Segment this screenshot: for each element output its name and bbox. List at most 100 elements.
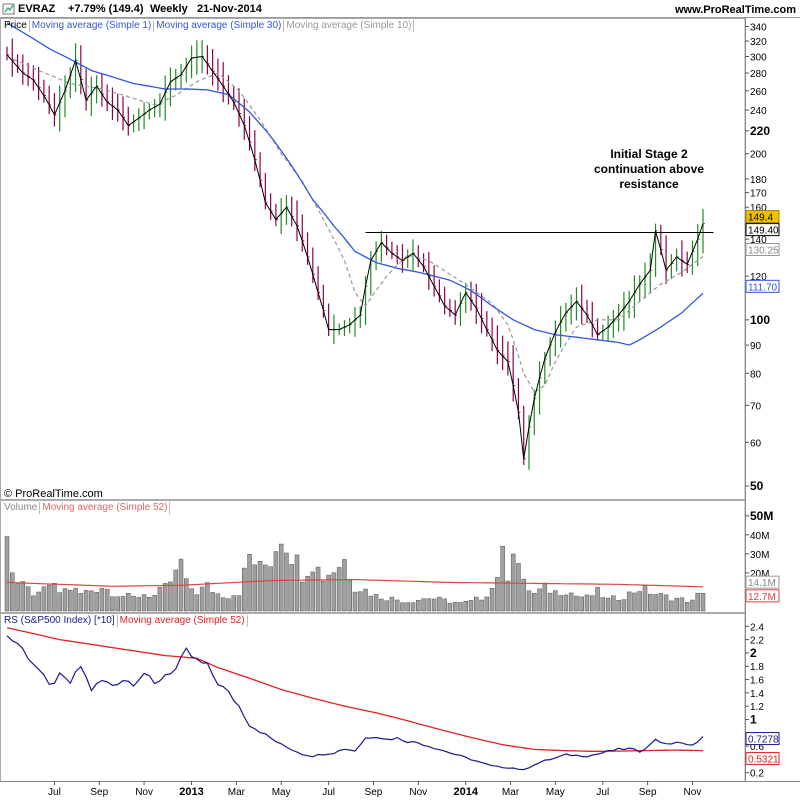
x-tick-label: 2014 [453,786,478,798]
chart-change: +7.79% (149.4) [68,3,144,15]
price-tick-label: 170 [750,189,767,200]
volume-bar [184,578,189,612]
copyright: © ProRealTime.com [4,488,103,500]
volume-bar [584,594,590,612]
rs-badge: 0.7278 [748,735,779,746]
volume-tick-label: 40M [750,531,769,542]
volume-bar [247,554,252,612]
volume-bar [326,574,331,612]
volume-bar [463,600,468,612]
volume-bar [194,594,200,612]
x-tick-label: 2013 [179,786,203,798]
price-badge-box [745,279,780,293]
rs-tick-label: 1.2 [750,702,764,713]
volume-bar [547,592,553,612]
sma30-line [6,22,704,346]
x-tick-label: Mar [502,787,520,798]
volume-badge-box [745,575,780,589]
volume-bar [347,578,352,612]
rs-tick-label: 1.8 [750,662,764,673]
volume-bar [669,600,674,612]
volume-bar [110,596,115,612]
price-badge: 149.40 [748,226,779,237]
price-legend: Price Moving average (Simple 1) Moving ave… [2,20,415,32]
volume-bar [458,602,463,612]
volume-bar [421,598,426,612]
stage2-annotation: Initial Stage 2 continuation above resis… [580,147,718,192]
volume-bar [168,581,173,612]
volume-bar [147,596,152,612]
volume-bar [242,567,247,612]
volume-bar [368,595,374,612]
volume-bar [136,597,142,612]
x-tick-label: May [546,787,565,798]
volume-bar [679,597,685,612]
rs-tick-label: 0.2 [750,769,764,780]
price-tick-label: 120 [750,272,767,283]
rs-line [6,635,704,771]
price-tick-label: 180 [750,175,767,186]
legend-rs: RS (S&P500 Index) [*10] [2,615,118,627]
annotation-line-3: resistance [619,177,679,191]
volume-bar [363,588,368,612]
x-tick-label: Nov [409,787,427,798]
rs-badge-box [745,752,780,766]
volume-bar [479,599,484,612]
annotation-line-2: continuation above [593,162,704,176]
price-badge: 130.25 [748,245,779,256]
volume-bar [321,580,326,612]
chart-symbol: EVRAZ [18,3,56,15]
volume-bar [15,583,20,612]
legend-vol-ma: Moving average (Simple 52) [40,502,171,514]
x-tick-label: Sep [90,787,108,798]
volume-legend: Volume Moving average (Simple 52) [2,502,171,514]
volume-ma-line [6,579,704,588]
volume-bar [284,552,289,612]
volume-bar [99,588,105,612]
price-tick-label: 340 [750,22,767,33]
x-tick-label: Jul [48,787,61,798]
volume-bar [605,597,611,612]
price-close-line [6,54,704,459]
price-badge-box [745,242,780,256]
price-tick-label: 70 [750,401,762,412]
rs-legend: RS (S&P500 Index) [*10] Moving average (S… [2,615,248,627]
volume-bar [389,596,395,612]
volume-bar [342,559,347,612]
volume-bar [474,596,479,612]
volume-bar [83,590,89,612]
volume-bar [358,591,363,612]
x-tick-label: Nov [684,787,702,798]
volume-bar [590,595,595,612]
price-tick-label: 220 [750,124,770,138]
rs-ma-line [6,627,704,753]
volume-bar [690,599,695,612]
chart-icon [4,4,14,13]
volume-bar [595,586,600,612]
volume-badge: 14.1M [748,578,776,589]
volume-bar [336,567,342,612]
volume-badge-box [745,589,780,603]
volume-bar [152,594,157,612]
volume-bar [226,598,231,612]
site-url[interactable]: www.ProRealTime.com [674,4,796,16]
legend-sma30: Moving average (Simple 30) [154,20,285,32]
annotation-line-1: Initial Stage 2 [610,147,688,161]
volume-tick-label: 30M [750,550,769,561]
x-tick-label: Mar [228,787,246,798]
legend-rs-ma: Moving average (Simple 52) [118,615,248,627]
volume-bar [558,595,563,612]
volume-bar [674,597,679,612]
volume-bar [468,600,474,612]
volume-bar [394,599,400,612]
volume-bar [484,596,490,612]
volume-bar [400,602,405,612]
x-tick-label: Sep [639,787,657,798]
volume-bar [653,594,658,612]
volume-bar [437,596,442,612]
price-tick-label: 90 [750,341,762,352]
volume-bar [20,581,26,612]
volume-bar [626,591,632,612]
volume-bar [621,599,627,612]
